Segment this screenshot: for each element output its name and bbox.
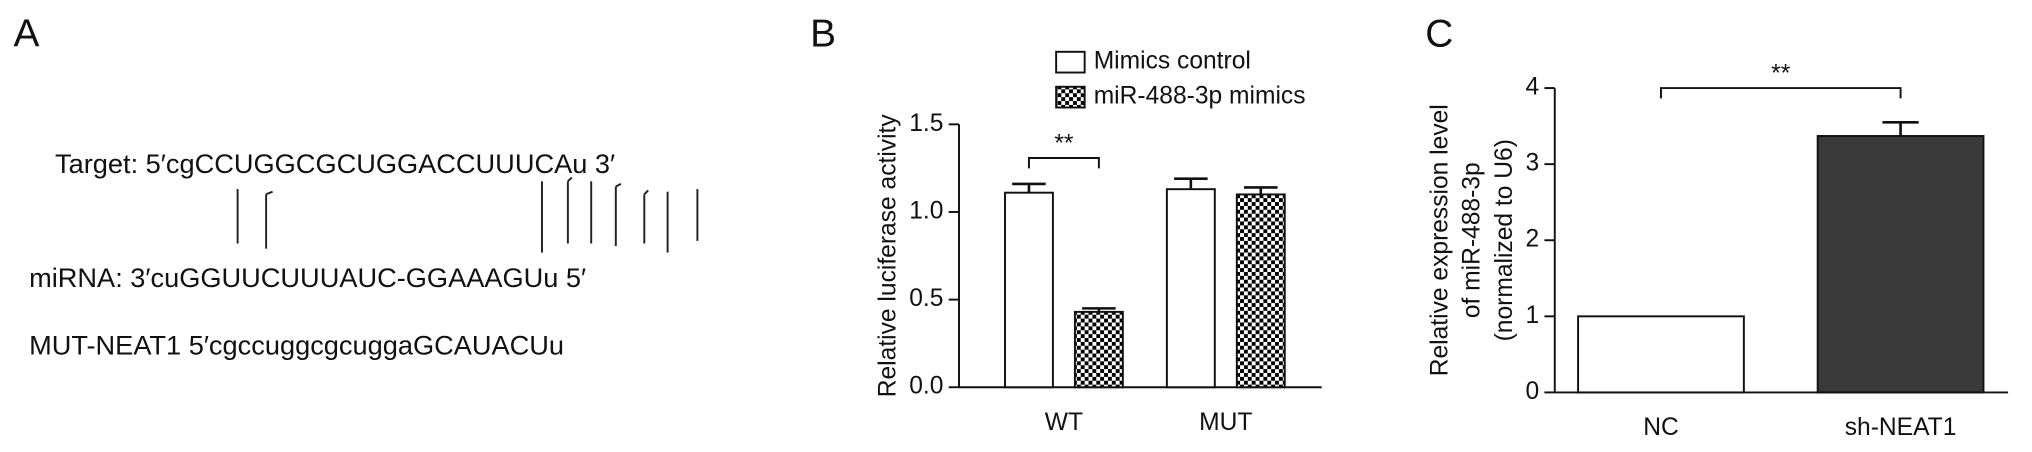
significance-bracket — [1660, 87, 1902, 99]
y-tick-label: 1 — [1526, 302, 1540, 329]
legend-swatch — [1055, 85, 1086, 109]
y-axis-label: Relative luciferase activity — [875, 114, 902, 398]
y-tick-label: 1.5 — [909, 110, 943, 137]
legend-label: miR-488-3p mimics — [1094, 83, 1306, 110]
bar — [1816, 135, 1985, 394]
panel-label: A — [14, 13, 40, 56]
sequence-line: miRNA: 3′cuGGUUCUUUAUC-GGAAAGUu 5′ — [29, 262, 586, 293]
panel-label: B — [810, 13, 836, 56]
error-bar — [1082, 307, 1116, 312]
y-axis-label: of miR-488-3p — [1459, 162, 1486, 318]
bar — [1004, 191, 1054, 389]
panel-label: C — [1425, 13, 1453, 56]
significance-bracket — [1027, 157, 1100, 169]
bar — [1165, 188, 1216, 389]
pairing-lines — [236, 176, 699, 253]
bar — [1073, 310, 1124, 389]
x-tick-label: NC — [1643, 414, 1679, 441]
error-bar — [1882, 121, 1919, 137]
legend-swatch — [1055, 50, 1086, 74]
sequence-line: Target: 5′cgCCUGGCGCUGGACCUUUCAu 3′ — [55, 148, 615, 179]
y-tick-label: 0 — [1526, 378, 1540, 405]
error-bar — [1244, 186, 1278, 195]
bar — [1235, 193, 1286, 389]
x-tick-label: WT — [1045, 409, 1083, 436]
sequence-line: MUT-NEAT1 5′cgccuggcgcuggaGCAUACUu — [29, 329, 564, 360]
error-bar — [1012, 182, 1046, 193]
legend-label: Mimics control — [1094, 48, 1251, 75]
y-tick-label: 2 — [1526, 226, 1540, 253]
y-axis-label: Relative expression level — [1426, 104, 1453, 376]
error-bar — [1174, 177, 1208, 190]
significance-label: ** — [1054, 131, 1074, 158]
y-tick-label: 0.5 — [909, 285, 943, 312]
y-axis-label: (normalized to U6) — [1491, 139, 1518, 341]
y-tick-label: 1.0 — [909, 197, 943, 224]
significance-label: ** — [1771, 61, 1791, 88]
y-tick-label: 3 — [1526, 150, 1540, 177]
x-tick-label: sh-NEAT1 — [1845, 414, 1957, 441]
x-tick-label: MUT — [1199, 409, 1252, 436]
y-tick-label: 4 — [1526, 74, 1540, 101]
y-tick-label: 0.0 — [909, 373, 943, 400]
bar — [1577, 315, 1745, 394]
